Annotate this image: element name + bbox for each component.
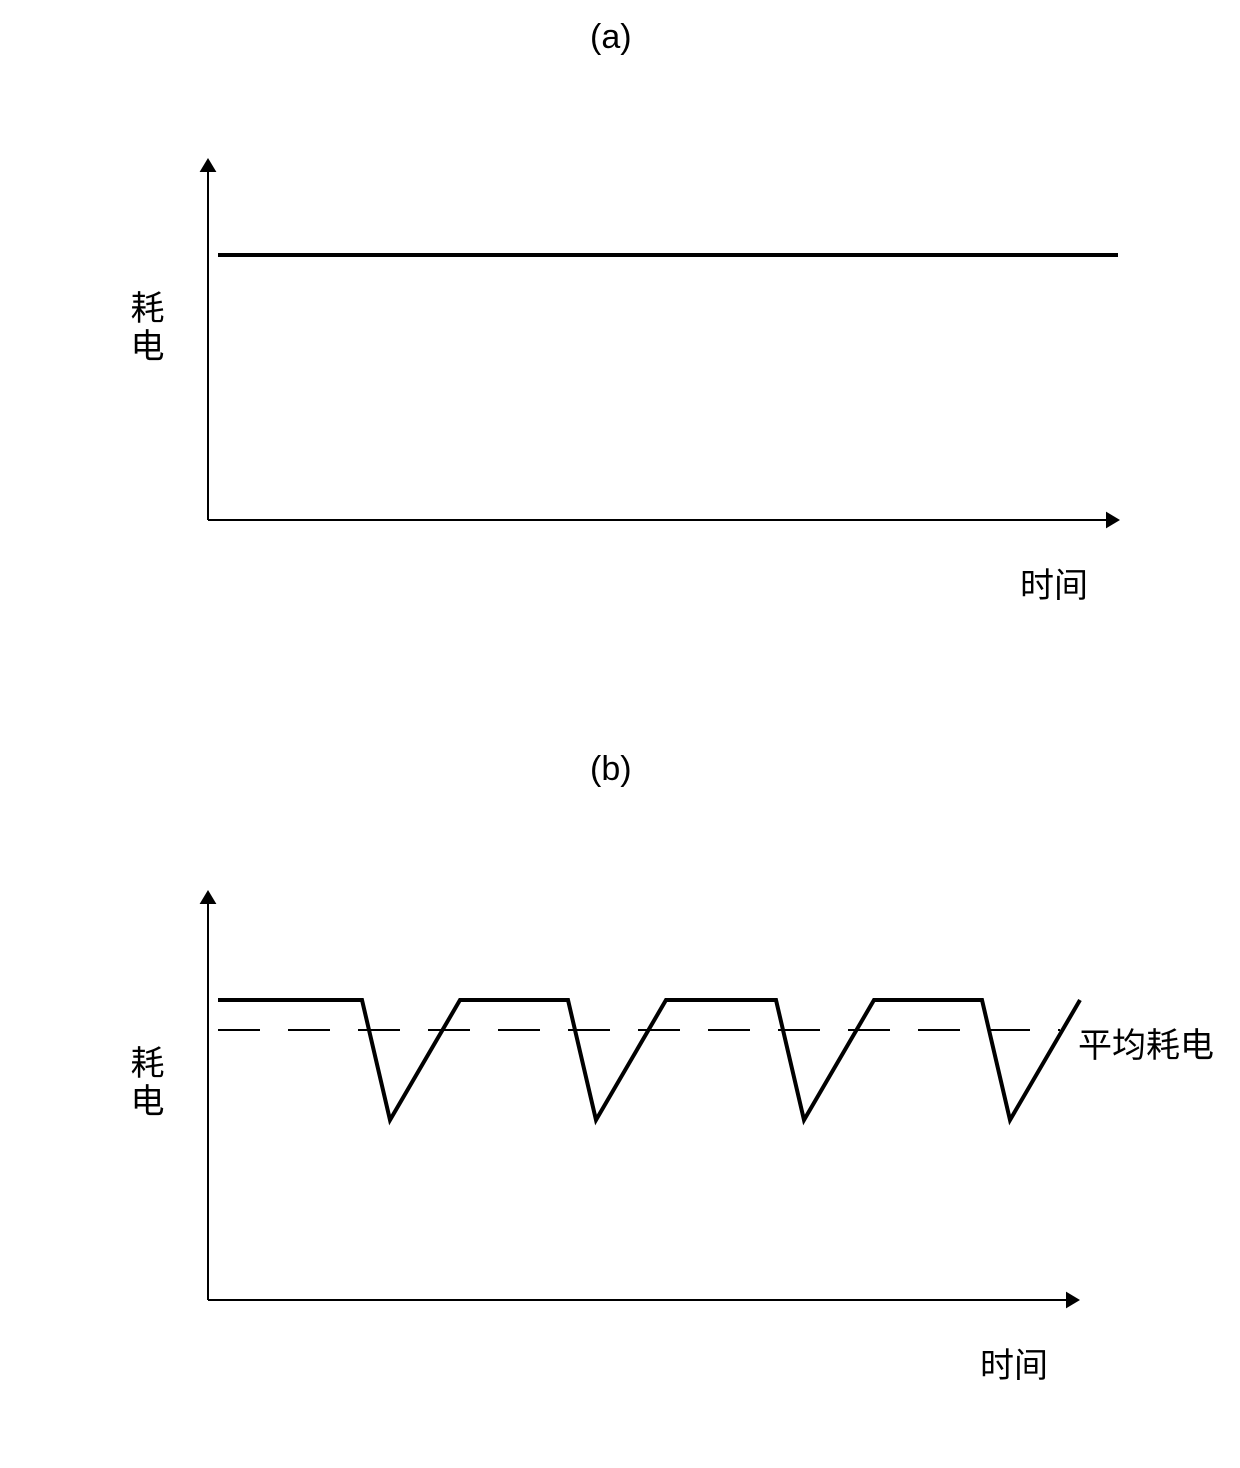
panel-b-xlabel: 时间 <box>980 1338 1048 1387</box>
panel-b-chart <box>0 0 1240 1468</box>
page: (a) 耗电 时间 (b) 耗电 时间 平均耗电 <box>0 0 1240 1468</box>
panel-b-axes <box>200 890 1080 1308</box>
panel-b-ylabel: 耗电 <box>120 1045 169 1121</box>
panel-b-trace <box>218 1000 1080 1120</box>
panel-b-avg-label: 平均耗电 <box>1078 1018 1214 1067</box>
